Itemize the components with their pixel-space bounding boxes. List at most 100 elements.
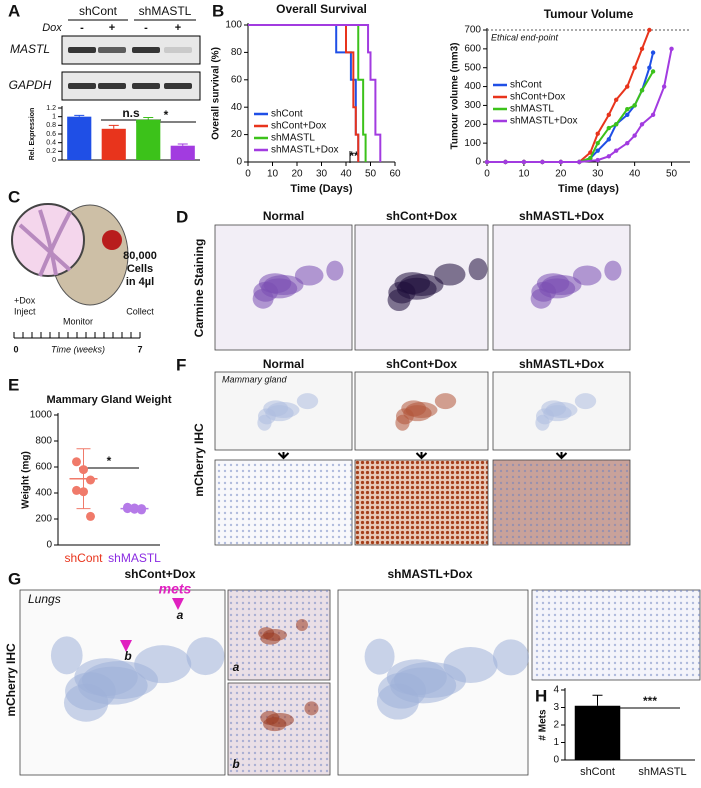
y-tick-label: 40: [231, 102, 243, 113]
panel-label: A: [8, 1, 20, 20]
x-axis-label: Time (days): [558, 183, 619, 195]
tissue: [295, 619, 308, 632]
timeline-label: Monitor: [63, 316, 93, 326]
marker: [606, 154, 611, 159]
marker: [613, 148, 619, 153]
legend-label: shCont+Dox: [271, 121, 326, 132]
marker: [647, 27, 652, 33]
marker: [625, 140, 630, 146]
tissue: [376, 683, 419, 720]
y-tick-label: 0: [46, 540, 52, 551]
mets-arrow: [172, 598, 184, 610]
marker: [639, 46, 645, 52]
tissue: [296, 393, 319, 410]
band: [164, 83, 192, 89]
arrow: [555, 452, 568, 460]
y-tick-label: 800: [35, 436, 52, 447]
y-tick-label: 100: [225, 20, 242, 31]
reference-label: Ethical end-point: [491, 32, 559, 42]
chart-title: Mammary Gland Weight: [46, 394, 171, 406]
column-label: shMASTL+Dox: [387, 567, 472, 581]
marker: [521, 159, 527, 165]
tissue: [443, 647, 498, 684]
panel-label: D: [176, 207, 188, 226]
ihc-overlay: [215, 460, 352, 545]
x-tick-label: 30: [592, 169, 604, 180]
error-bar: [177, 143, 188, 146]
y-tick-label: 400: [35, 488, 52, 499]
panel-label: B: [212, 1, 224, 20]
y-tick-label: 60: [231, 74, 243, 85]
marker: [632, 103, 637, 108]
tissue: [492, 639, 529, 676]
marker: [632, 133, 637, 138]
legend-label: shMASTL: [271, 133, 315, 144]
y-tick-label: 2: [553, 720, 559, 731]
x-tick-label: 0: [484, 169, 490, 180]
timeline-tick-label: 7: [137, 344, 142, 354]
marker: [625, 112, 630, 118]
marker: [606, 137, 611, 142]
x-axis-label: Time (Days): [290, 183, 352, 195]
y-tick-label: 0.8: [46, 122, 56, 129]
condition-label: shCont: [79, 4, 118, 18]
y-tick-label: 700: [464, 25, 481, 36]
marker: [606, 112, 611, 118]
panel-label: H: [535, 686, 547, 705]
marker: [503, 159, 508, 165]
y-tick-label: 1000: [30, 410, 53, 421]
y-tick-label: 0: [52, 157, 56, 164]
y-tick-label: 0: [236, 157, 242, 168]
marker: [661, 84, 667, 89]
row-label: Carmine Staining: [192, 239, 206, 338]
y-tick-label: 3: [553, 702, 559, 713]
bar: [574, 705, 621, 760]
marker: [613, 122, 619, 127]
column-label: shCont+Dox: [124, 567, 195, 581]
dox-sign: -: [80, 22, 84, 34]
tissue: [530, 288, 552, 309]
y-axis-label: Weight (mg): [21, 451, 32, 509]
panel-label: F: [176, 355, 186, 374]
marker: [613, 97, 619, 102]
y-tick-label: 400: [464, 81, 481, 92]
marker: [669, 46, 674, 52]
tissue: [572, 265, 602, 286]
row-label: mCherry IHC: [192, 423, 206, 497]
arrow: [277, 452, 290, 460]
inset-label: b: [124, 649, 131, 663]
y-tick-label: 500: [464, 62, 481, 73]
error-bar: [108, 124, 119, 129]
y-tick-label: 0: [475, 157, 481, 168]
dox-sign: -: [144, 22, 148, 34]
timeline-label: Inject: [14, 306, 36, 316]
y-tick-label: 0.4: [46, 140, 56, 147]
point: [86, 511, 95, 521]
x-tick-label: 20: [555, 169, 567, 180]
tissue: [434, 263, 466, 286]
tissue: [134, 645, 192, 684]
tissue: [387, 289, 411, 312]
annotation: *: [107, 454, 112, 468]
panel-label: G: [8, 569, 21, 588]
timeline-label: +Dox: [14, 295, 36, 305]
dox-sign: +: [175, 22, 181, 34]
marker: [595, 157, 600, 163]
tissue: [434, 393, 457, 410]
marker: [484, 159, 490, 165]
x-tick-label: 60: [389, 169, 401, 180]
marker: [595, 148, 600, 153]
x-tick-label: 10: [518, 169, 530, 180]
chart-title: Overall Survival: [276, 2, 367, 16]
dox-sign: +: [109, 22, 115, 34]
y-tick-label: 200: [35, 514, 52, 525]
chart-title: Tumour Volume: [544, 7, 634, 21]
y-tick-label: 4: [553, 685, 559, 696]
y-tick-label: 1.2: [46, 105, 56, 112]
tissue: [294, 265, 324, 286]
tissue: [252, 288, 274, 309]
y-tick-label: 0: [553, 755, 559, 766]
y-axis-label: Tumour volume (mm3): [450, 42, 461, 149]
column-label: shCont+Dox: [386, 357, 457, 371]
annotation: ***: [643, 694, 657, 708]
